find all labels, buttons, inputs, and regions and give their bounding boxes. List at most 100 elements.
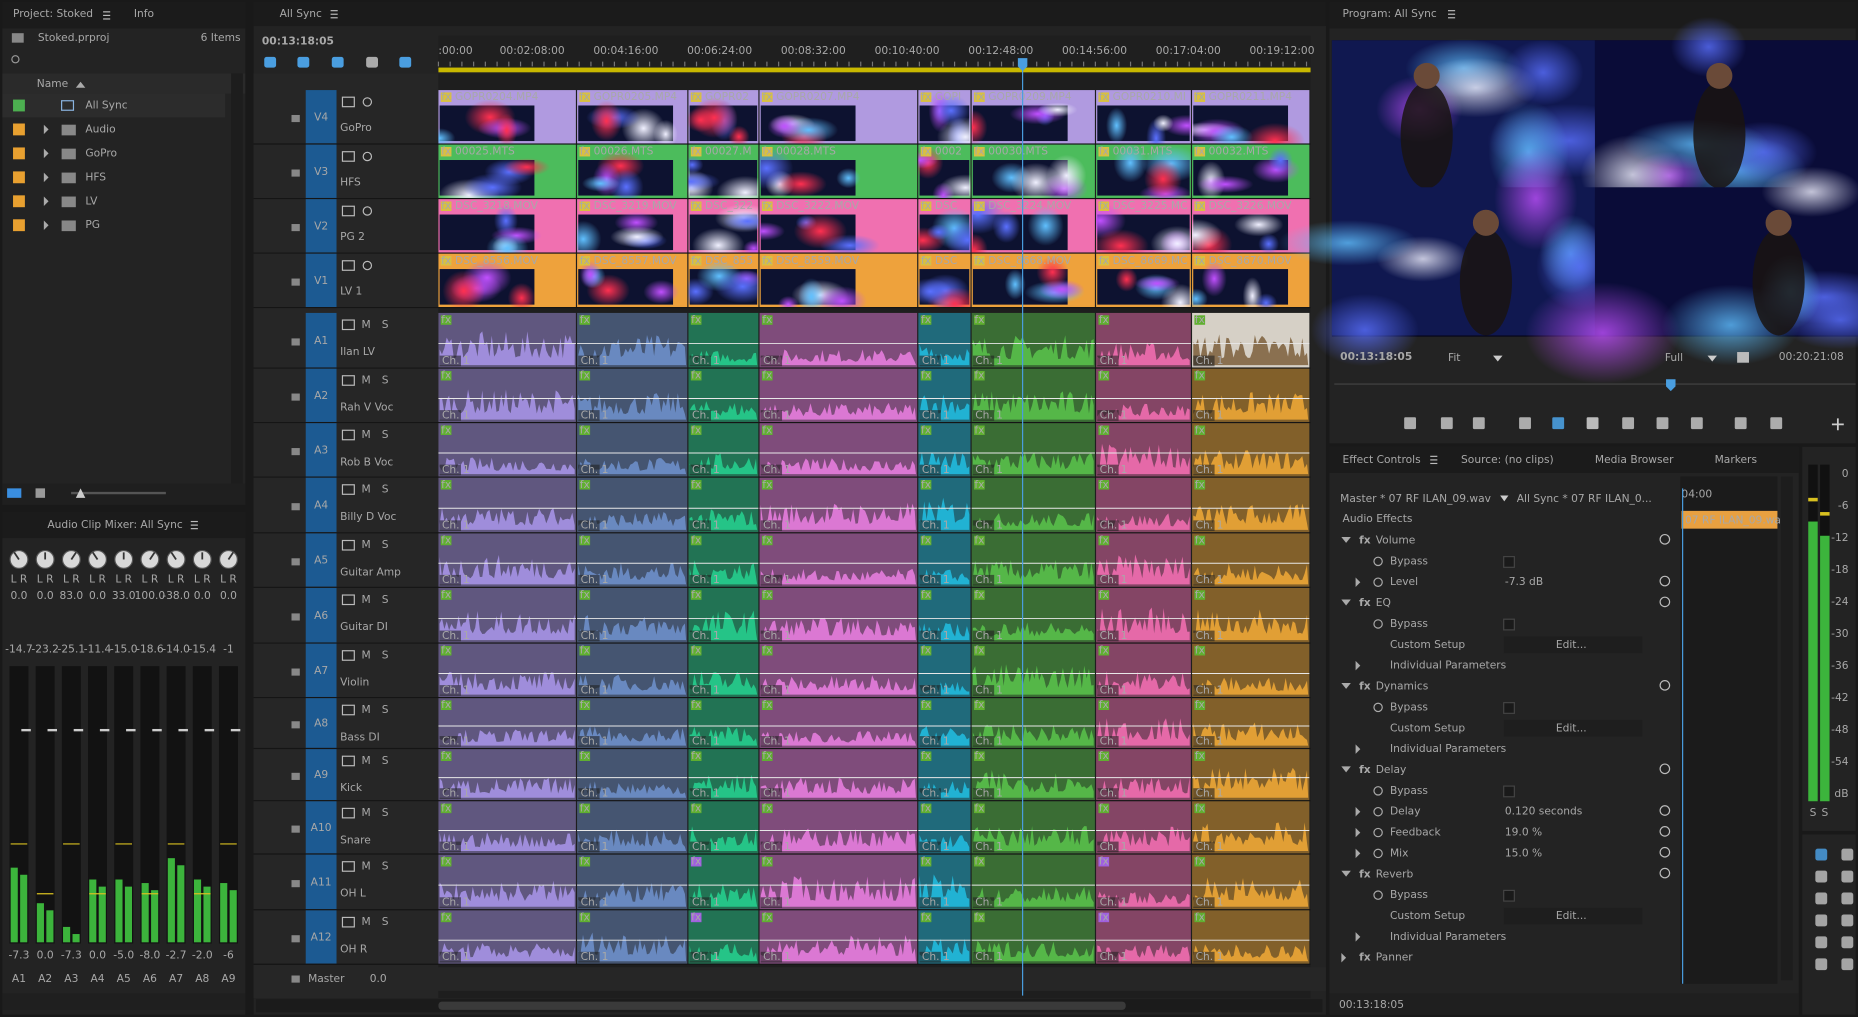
track-target[interactable] xyxy=(305,477,337,533)
sequence-clip[interactable]: All Sync * 07 RF ILAN_0... xyxy=(1517,492,1652,505)
tab[interactable]: Project: Stoked xyxy=(13,7,93,20)
reset-button[interactable] xyxy=(1659,596,1671,608)
lock-icon[interactable] xyxy=(291,668,300,676)
tab[interactable]: Media Browser xyxy=(1595,453,1674,466)
solo-button[interactable]: S xyxy=(382,703,389,716)
fader-handle[interactable] xyxy=(204,728,215,732)
edit-button[interactable] xyxy=(1503,907,1643,925)
solo-button[interactable]: S xyxy=(382,648,389,661)
project-item[interactable]: GoPro xyxy=(85,146,117,159)
track-target[interactable] xyxy=(305,533,337,587)
param-value[interactable]: 15.0 % xyxy=(1505,846,1542,859)
tab[interactable]: Markers xyxy=(1715,453,1758,466)
mute-button[interactable]: M xyxy=(362,806,371,819)
lock-icon[interactable] xyxy=(291,721,300,729)
track-target[interactable] xyxy=(305,199,337,253)
tool-button[interactable] xyxy=(1815,870,1828,883)
transport-button[interactable] xyxy=(1770,417,1783,430)
lock-icon[interactable] xyxy=(291,503,300,511)
checkbox[interactable] xyxy=(1503,785,1515,798)
mute-button[interactable]: M xyxy=(362,859,371,872)
reset-button[interactable] xyxy=(1659,763,1671,775)
lock-icon[interactable] xyxy=(291,613,300,621)
edit-button[interactable] xyxy=(1503,636,1643,654)
transport-button[interactable] xyxy=(1656,417,1669,430)
solo-button[interactable]: S xyxy=(382,915,389,928)
stopwatch-icon[interactable] xyxy=(1373,806,1383,817)
tab[interactable]: Effect Controls xyxy=(1343,453,1422,466)
mute-button[interactable]: M xyxy=(362,915,371,928)
tool-button[interactable] xyxy=(1841,870,1854,883)
track-target[interactable] xyxy=(305,643,337,697)
quality-select[interactable]: Full xyxy=(1665,351,1683,364)
fader-handle[interactable] xyxy=(152,728,162,732)
lock-icon[interactable] xyxy=(291,772,300,780)
transport-button[interactable] xyxy=(1519,417,1531,430)
project-item[interactable]: All Sync xyxy=(85,98,127,111)
fader-handle[interactable] xyxy=(230,728,241,732)
mute-button[interactable]: M xyxy=(362,318,371,331)
stopwatch-icon[interactable] xyxy=(1373,890,1383,900)
reset-button[interactable] xyxy=(1659,533,1671,545)
reset-button[interactable] xyxy=(1659,846,1671,858)
lock-icon[interactable] xyxy=(291,393,300,401)
stopwatch-icon[interactable] xyxy=(1373,786,1383,796)
solo-button[interactable]: S xyxy=(382,483,389,496)
track-target[interactable] xyxy=(305,144,337,198)
track-target[interactable] xyxy=(305,587,337,643)
project-item[interactable]: PG xyxy=(85,218,100,231)
tab[interactable]: Program: All Sync xyxy=(1343,7,1437,20)
fader-handle[interactable] xyxy=(178,728,188,732)
edit-button[interactable] xyxy=(1503,719,1643,737)
stopwatch-icon[interactable] xyxy=(1373,619,1383,629)
tab[interactable]: Info xyxy=(134,7,154,20)
reset-button[interactable] xyxy=(1659,680,1671,691)
stopwatch-icon[interactable] xyxy=(1373,556,1383,567)
track-target[interactable] xyxy=(305,801,337,854)
mute-button[interactable]: M xyxy=(362,648,371,661)
fader-handle[interactable] xyxy=(99,728,110,732)
eye-icon[interactable] xyxy=(362,97,373,107)
track-target[interactable] xyxy=(305,910,337,964)
meter-solo[interactable]: S xyxy=(1810,806,1817,819)
stopwatch-icon[interactable] xyxy=(1373,848,1383,859)
track-target[interactable] xyxy=(305,854,337,910)
mute-button[interactable]: M xyxy=(362,538,371,551)
lock-icon[interactable] xyxy=(291,935,300,943)
mute-button[interactable]: M xyxy=(362,593,371,606)
checkbox[interactable] xyxy=(1503,702,1515,714)
solo-button[interactable]: S xyxy=(382,593,389,606)
fader-handle[interactable] xyxy=(73,728,84,732)
lock-icon[interactable] xyxy=(291,114,300,123)
mute-button[interactable]: M xyxy=(362,428,371,441)
transport-button[interactable] xyxy=(1440,417,1453,430)
track-target[interactable] xyxy=(305,749,337,801)
solo-button[interactable]: S xyxy=(382,754,389,767)
tab[interactable]: Source: (no clips) xyxy=(1461,453,1554,466)
tool-button[interactable] xyxy=(1815,914,1828,927)
edit-button-label[interactable]: Edit... xyxy=(1556,638,1587,651)
checkbox[interactable] xyxy=(1503,556,1515,568)
tool-button[interactable] xyxy=(1841,958,1854,971)
solo-button[interactable]: S xyxy=(382,806,389,819)
stopwatch-icon[interactable] xyxy=(1373,827,1383,838)
mute-button[interactable]: M xyxy=(362,483,371,496)
project-item[interactable]: Audio xyxy=(85,122,115,135)
project-item[interactable]: HFS xyxy=(85,170,106,183)
tab[interactable]: Audio Clip Mixer: All Sync xyxy=(47,518,182,531)
toolbar-icon[interactable] xyxy=(264,56,277,68)
edit-button-label[interactable]: Edit... xyxy=(1556,721,1587,734)
project-item[interactable]: LV xyxy=(85,194,98,207)
stopwatch-icon[interactable] xyxy=(1373,702,1383,713)
eye-icon[interactable] xyxy=(362,151,373,162)
solo-button[interactable]: S xyxy=(382,538,389,551)
fader-handle[interactable] xyxy=(47,728,57,732)
param-value[interactable]: -7.3 dB xyxy=(1505,575,1543,588)
edit-button-label[interactable]: Edit... xyxy=(1556,909,1587,922)
tool-button[interactable] xyxy=(1841,914,1854,927)
lock-icon[interactable] xyxy=(291,338,300,346)
transport-button[interactable] xyxy=(1472,417,1485,430)
zoom-select[interactable]: Fit xyxy=(1448,351,1460,364)
tool-button[interactable] xyxy=(1841,936,1854,949)
solo-button[interactable]: S xyxy=(382,318,389,331)
